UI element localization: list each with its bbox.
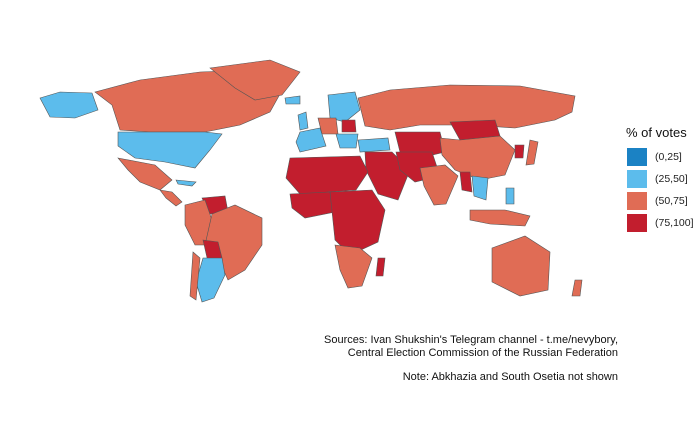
country-central-africa — [329, 189, 386, 256]
country-turkey — [357, 137, 391, 153]
country-north-africa — [285, 155, 369, 195]
legend-swatch — [626, 147, 648, 167]
country-argentina — [195, 257, 226, 303]
legend-swatch — [626, 213, 648, 233]
legend-swatch — [626, 169, 648, 189]
note-caption: Note: Abkhazia and South Osetia not show… — [402, 371, 618, 383]
legend-title: % of votes — [626, 125, 687, 140]
country-iceland — [284, 95, 301, 105]
legend: % of votes (0,25] (25,50] (50,75] (75,10… — [620, 125, 700, 234]
legend-item: (75,100] — [626, 212, 700, 234]
country-russia — [357, 84, 576, 131]
country-philippines — [505, 187, 515, 205]
country-australia — [491, 235, 551, 297]
legend-swatch — [626, 191, 648, 211]
country-madagascar — [375, 257, 386, 277]
country-uk — [297, 111, 309, 131]
sources-caption: Sources: Ivan Shukshin's Telegram channe… — [324, 334, 618, 360]
country-korea — [514, 144, 525, 159]
country-new-zealand — [571, 279, 583, 297]
country-myanmar — [459, 171, 473, 193]
country-india — [419, 164, 459, 206]
country-japan — [525, 139, 539, 166]
country-southern-africa — [334, 244, 373, 289]
country-central-america — [159, 189, 183, 207]
sources-line-1: Sources: Ivan Shukshin's Telegram channe… — [324, 334, 618, 346]
country-se-asia — [471, 175, 489, 201]
country-mexico — [117, 157, 173, 191]
country-belarus — [341, 119, 357, 133]
country-west-africa — [289, 191, 336, 219]
legend-label: (50,75] — [655, 195, 688, 207]
legend-label: (0,25] — [655, 151, 682, 163]
legend-label: (25,50] — [655, 173, 688, 185]
legend-label: (75,100] — [655, 217, 694, 229]
legend-item: (0,25] — [626, 146, 700, 168]
country-france-spain — [295, 127, 327, 153]
legend-item: (25,50] — [626, 168, 700, 190]
country-china — [439, 135, 516, 181]
country-cuba — [175, 179, 197, 187]
country-usa — [117, 131, 223, 169]
country-balkans — [335, 133, 359, 149]
country-greenland — [209, 59, 301, 101]
country-alaska — [39, 91, 99, 119]
country-indonesia — [469, 209, 531, 227]
sources-line-2: Central Election Commission of the Russi… — [347, 347, 618, 359]
country-scandinavia — [327, 91, 361, 123]
legend-item: (50,75] — [626, 190, 700, 212]
country-chile — [189, 251, 201, 301]
